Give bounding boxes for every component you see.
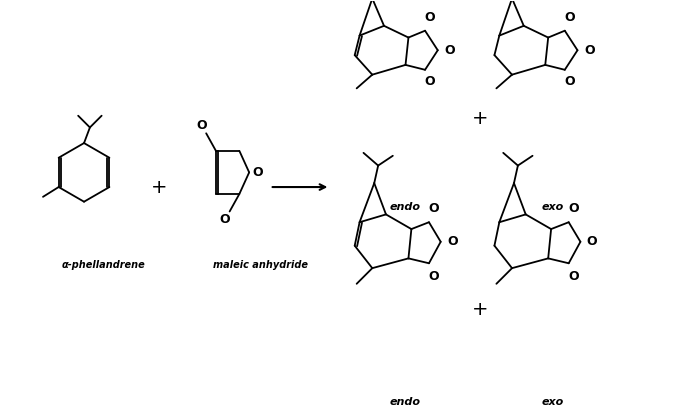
Text: O: O — [425, 75, 435, 88]
Text: endo: endo — [390, 397, 421, 407]
Text: O: O — [425, 11, 435, 24]
Text: α-phellandrene: α-phellandrene — [62, 260, 145, 270]
Text: O: O — [584, 44, 594, 57]
Text: maleic anhydride: maleic anhydride — [213, 260, 308, 270]
Text: O: O — [564, 75, 575, 88]
Text: O: O — [429, 271, 439, 284]
Text: endo: endo — [390, 202, 421, 212]
Text: O: O — [220, 213, 230, 226]
Text: exo: exo — [542, 397, 564, 407]
Text: +: + — [471, 109, 488, 128]
Text: O: O — [252, 166, 263, 179]
Text: O: O — [568, 202, 579, 215]
Text: O: O — [429, 202, 439, 215]
Text: O: O — [587, 235, 597, 248]
Text: O: O — [564, 11, 575, 24]
Text: exo: exo — [542, 202, 564, 212]
Text: +: + — [151, 177, 168, 197]
Text: +: + — [471, 300, 488, 319]
Text: O: O — [444, 44, 455, 57]
Text: O: O — [568, 271, 579, 284]
Text: O: O — [196, 119, 207, 132]
Text: O: O — [447, 235, 458, 248]
